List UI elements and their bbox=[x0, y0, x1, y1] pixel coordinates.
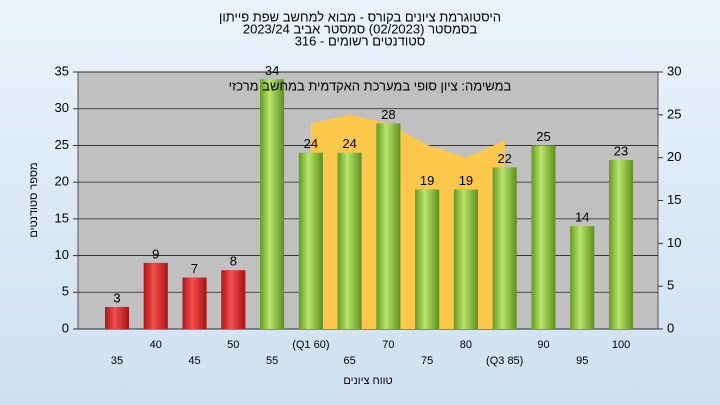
y-tick-label: 15 bbox=[55, 210, 69, 225]
bar-shade bbox=[260, 79, 285, 329]
value-label: 28 bbox=[381, 107, 395, 122]
x-tick-label: 40 bbox=[150, 339, 162, 351]
value-label: 24 bbox=[304, 136, 318, 151]
x-tick-label: 45 bbox=[188, 355, 200, 367]
value-label: 14 bbox=[575, 210, 589, 225]
bar-shade bbox=[492, 167, 517, 329]
title-line: היסטוגרמת ציונים בקורס - מבוא למחשב שפת … bbox=[219, 9, 501, 24]
x-tick-label: 100 bbox=[612, 339, 630, 351]
value-label: 9 bbox=[152, 246, 159, 261]
y-axis-label: מספר סטודנטים bbox=[28, 162, 40, 237]
value-label: 3 bbox=[113, 290, 120, 305]
x-tick-label: 50 bbox=[227, 339, 239, 351]
x-tick-label: 90 bbox=[537, 339, 549, 351]
x-tick-label: 35 bbox=[111, 355, 123, 367]
bar-shade bbox=[221, 270, 246, 329]
y-tick-label: 10 bbox=[55, 247, 69, 262]
x-tick-label: 55 bbox=[266, 355, 278, 367]
annotation: במשימה: ציון סופי במערכת האקדמית במחשב מ… bbox=[229, 78, 512, 93]
bar-shade bbox=[609, 160, 634, 329]
x-tick-label: 70 bbox=[382, 339, 394, 351]
value-label: 19 bbox=[459, 173, 473, 188]
value-label: 24 bbox=[342, 136, 356, 151]
y2-tick-label: 20 bbox=[667, 149, 681, 164]
y-tick-label: 30 bbox=[55, 100, 69, 115]
y-tick-label: 25 bbox=[55, 137, 69, 152]
value-label: 22 bbox=[497, 151, 511, 166]
value-label: 8 bbox=[230, 254, 237, 269]
y-tick-label: 5 bbox=[62, 284, 69, 299]
title-line: 316 - סטודנטים רשומים bbox=[295, 33, 426, 48]
bar-shade bbox=[105, 306, 129, 329]
bar-shade bbox=[376, 123, 401, 330]
y2-tick-label: 25 bbox=[667, 106, 681, 121]
bar-shade bbox=[453, 189, 478, 329]
x-tick-label: (Q3 85) bbox=[486, 355, 523, 367]
x-tick-label: 65 bbox=[343, 355, 355, 367]
x-tick-label: 95 bbox=[576, 355, 588, 367]
y2-tick-label: 0 bbox=[667, 320, 674, 335]
value-label: 25 bbox=[536, 129, 550, 144]
y-tick-label: 35 bbox=[55, 63, 69, 78]
value-label: 7 bbox=[191, 261, 198, 276]
y-tick-label: 20 bbox=[55, 174, 69, 189]
y2-tick-label: 15 bbox=[667, 192, 681, 207]
bar-shade bbox=[182, 277, 207, 329]
bar-shade bbox=[570, 226, 595, 329]
bar-shade bbox=[415, 189, 440, 329]
value-label: 23 bbox=[614, 144, 628, 159]
bar-shade bbox=[143, 262, 168, 329]
y2-tick-label: 30 bbox=[667, 63, 681, 78]
bar-shade bbox=[531, 145, 556, 329]
value-label: 19 bbox=[420, 173, 434, 188]
x-axis-label: טווח ציונים bbox=[343, 375, 392, 387]
y2-tick-label: 10 bbox=[667, 235, 681, 250]
value-label: 34 bbox=[265, 63, 279, 78]
x-tick-label: 80 bbox=[460, 339, 472, 351]
title-line: בסמסטר (02/2023) סמסטר אביב 2023/24 bbox=[243, 21, 478, 36]
x-tick-label: 75 bbox=[421, 355, 433, 367]
y2-tick-label: 5 bbox=[667, 278, 674, 293]
x-tick-label: (Q1 60) bbox=[292, 339, 329, 351]
y-tick-label: 0 bbox=[62, 320, 69, 335]
bar-shade bbox=[337, 152, 362, 329]
bar-shade bbox=[298, 152, 323, 329]
